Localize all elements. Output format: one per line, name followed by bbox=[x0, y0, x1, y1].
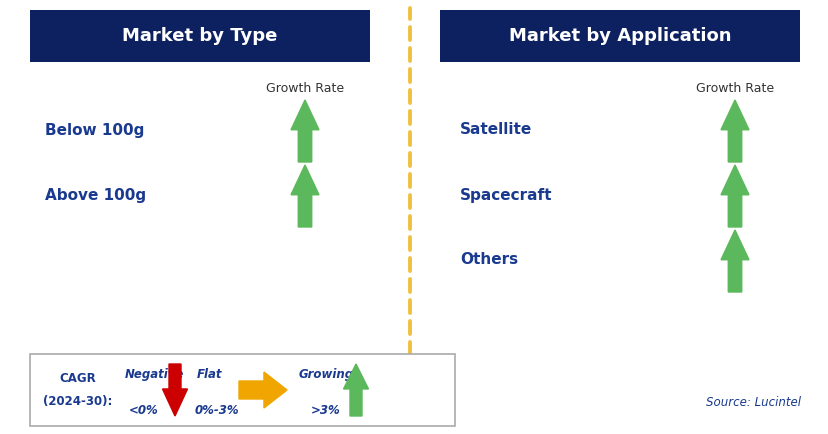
Text: Market by Type: Market by Type bbox=[123, 27, 277, 45]
Polygon shape bbox=[238, 372, 286, 408]
Text: CAGR: CAGR bbox=[60, 372, 96, 385]
Text: <0%: <0% bbox=[129, 404, 158, 417]
Polygon shape bbox=[720, 230, 748, 292]
Text: 0%-3%: 0%-3% bbox=[195, 404, 239, 417]
Bar bbox=[440, 10, 799, 62]
Text: Growth Rate: Growth Rate bbox=[695, 82, 773, 95]
Bar bbox=[30, 354, 455, 426]
Text: Market by Application: Market by Application bbox=[508, 27, 730, 45]
Text: Spacecraft: Spacecraft bbox=[460, 187, 551, 203]
Text: Negative: Negative bbox=[125, 368, 184, 381]
Text: Growth Rate: Growth Rate bbox=[266, 82, 344, 95]
Polygon shape bbox=[291, 165, 319, 227]
Polygon shape bbox=[162, 364, 187, 416]
Text: Above 100g: Above 100g bbox=[45, 187, 146, 203]
Polygon shape bbox=[720, 100, 748, 162]
Text: Flat: Flat bbox=[197, 368, 222, 381]
Text: Satellite: Satellite bbox=[460, 122, 532, 138]
Text: Below 100g: Below 100g bbox=[45, 122, 144, 138]
Text: Source: Lucintel: Source: Lucintel bbox=[705, 395, 800, 408]
Text: Others: Others bbox=[460, 253, 518, 267]
Text: Growing: Growing bbox=[299, 368, 354, 381]
Text: (2024-30):: (2024-30): bbox=[43, 395, 113, 408]
Bar bbox=[30, 10, 369, 62]
Polygon shape bbox=[291, 100, 319, 162]
Text: >3%: >3% bbox=[310, 404, 340, 417]
Polygon shape bbox=[720, 165, 748, 227]
Polygon shape bbox=[343, 364, 368, 416]
